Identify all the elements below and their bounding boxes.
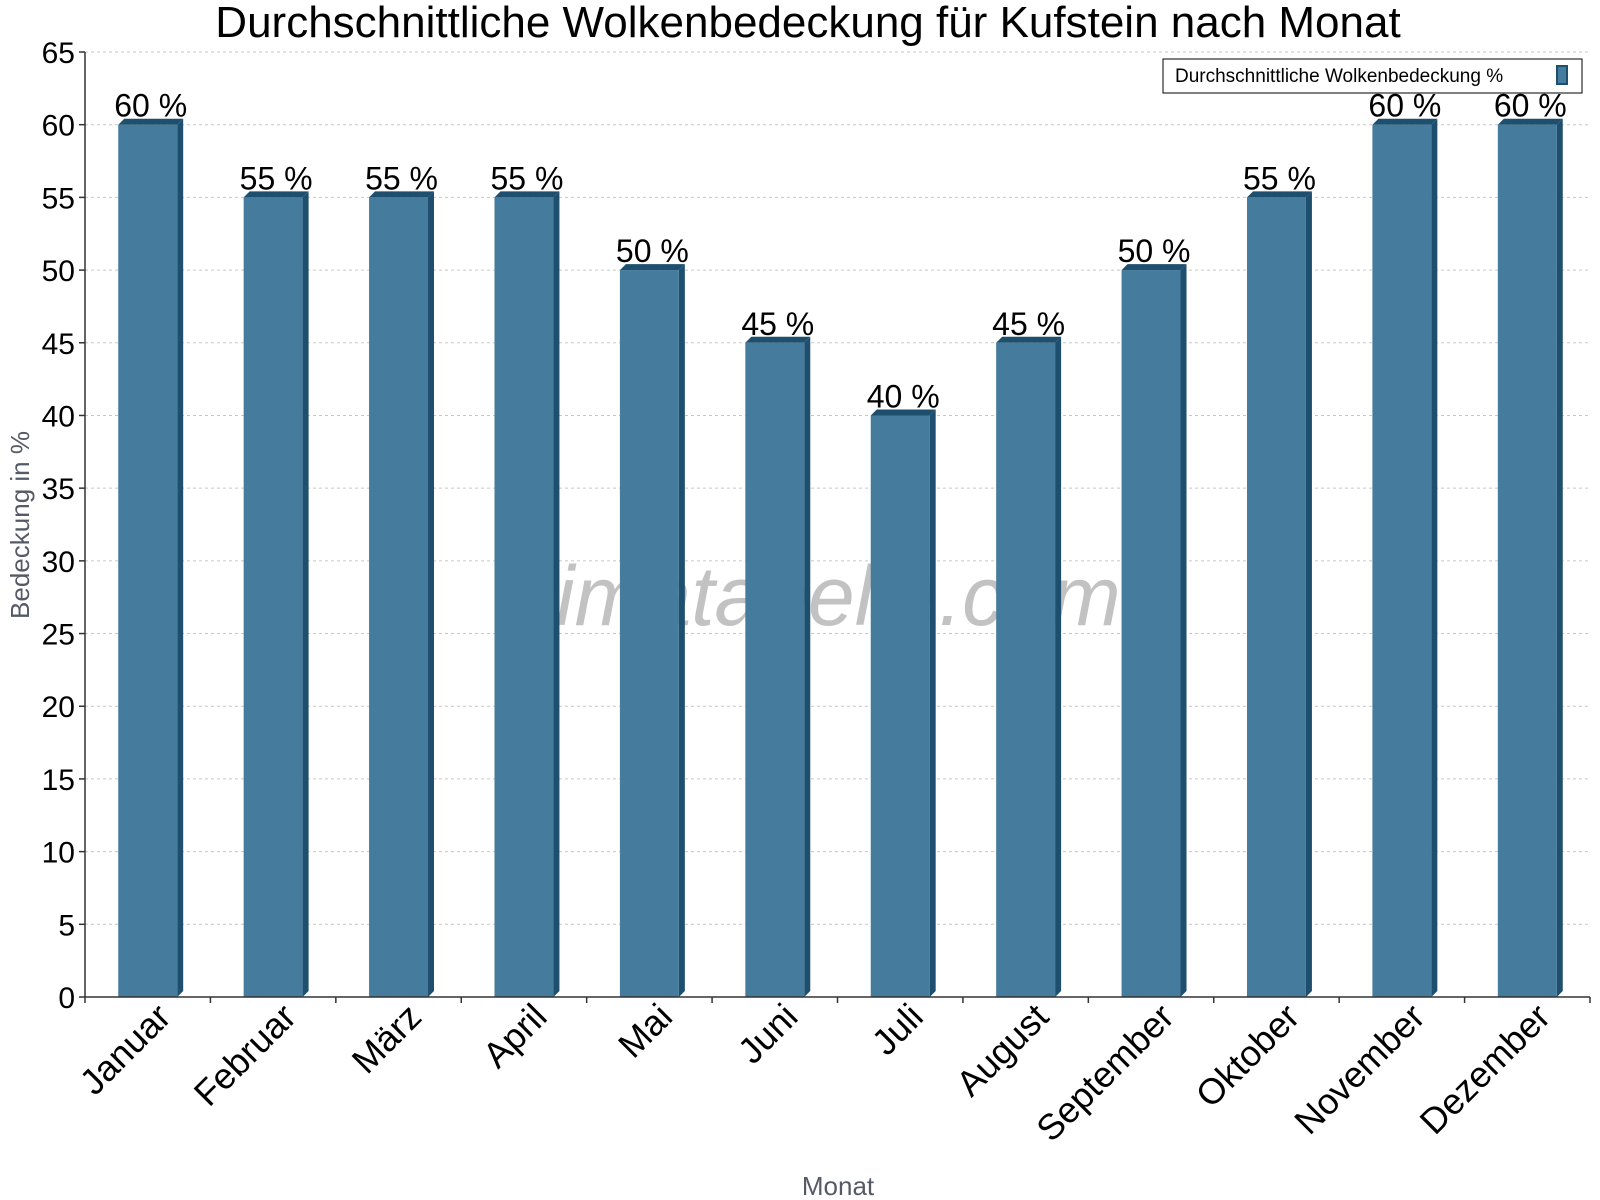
bar-face (745, 342, 805, 997)
bar-side (302, 191, 309, 997)
bar-september (1121, 264, 1187, 998)
data-label: 55 % (490, 160, 563, 196)
data-label: 55 % (240, 160, 313, 196)
bar-side (177, 118, 184, 997)
bar-juni (745, 336, 811, 997)
bar-face (1121, 270, 1181, 998)
legend-label: Durchschnittliche Wolkenbedeckung % (1175, 66, 1503, 87)
chart-title: Durchschnittliche Wolkenbedeckung für Ku… (215, 0, 1400, 47)
bar-märz (369, 191, 435, 997)
bar-juli (870, 409, 936, 997)
bar-side (678, 264, 685, 998)
data-label: 45 % (992, 306, 1065, 342)
bar-top (1246, 191, 1312, 198)
x-tick-label: November (1286, 996, 1432, 1142)
bar-face (996, 342, 1056, 997)
x-axis-label: Monat (802, 1171, 875, 1200)
bar-side (553, 191, 560, 997)
data-label: 45 % (741, 306, 814, 342)
bar-top (996, 336, 1062, 343)
bar-face (369, 197, 429, 997)
bar-face (619, 270, 679, 998)
x-tick-label: August (948, 996, 1056, 1104)
x-axis-ticks: Januar Februar März April Mai Juni Juli AugustS… (72, 996, 1591, 1150)
bar-top (870, 409, 936, 416)
bar-top (118, 118, 184, 125)
bar-april (494, 191, 560, 997)
data-label: 60 % (1494, 88, 1567, 124)
x-tick-label: März (344, 996, 430, 1082)
bar-side (1055, 336, 1062, 997)
bar-top (494, 191, 560, 198)
x-tick-label: September (1028, 996, 1182, 1150)
data-label: 40 % (867, 378, 940, 414)
bar-face (1372, 124, 1432, 997)
data-label: 60 % (1368, 88, 1441, 124)
bar-top (369, 191, 435, 198)
bar-august (996, 336, 1062, 997)
y-tick-label: 0 (58, 982, 75, 1015)
y-tick-label: 15 (42, 764, 75, 797)
x-tick-label: Februar (186, 996, 304, 1114)
bar-januar (118, 118, 184, 997)
y-tick-label: 35 (42, 473, 75, 506)
bars: 60 % 55 % 55 % 55 % 50 % 45 % 40 % 45 % 50 % 55 %… (114, 88, 1567, 998)
data-label: 55 % (1243, 160, 1316, 196)
x-tick-label: Juni (730, 996, 806, 1072)
bar-top (1121, 264, 1187, 271)
bar-side (1556, 118, 1563, 997)
y-tick-label: 50 (42, 255, 75, 288)
bar-face (1246, 197, 1306, 997)
y-tick-label: 40 (42, 400, 75, 433)
bar-november (1372, 118, 1438, 997)
bar-top (243, 191, 309, 198)
x-tick-label: April (475, 996, 555, 1076)
legend-box (1162, 58, 1583, 94)
bar-side (804, 336, 811, 997)
bar-top (745, 336, 811, 343)
y-tick-label: 45 (42, 328, 75, 361)
y-tick-label: 65 (42, 37, 75, 70)
gridlines (85, 51, 1590, 925)
x-tick-label: Oktober (1188, 996, 1308, 1116)
x-tick-label: Januar (72, 996, 179, 1103)
bar-face (243, 197, 303, 997)
x-tick-label: Dezember (1412, 996, 1558, 1142)
bar-face (494, 197, 554, 997)
bar-face (870, 415, 930, 997)
y-tick-label: 10 (42, 837, 75, 870)
data-label: 55 % (365, 160, 438, 196)
data-label: 50 % (1118, 233, 1191, 269)
y-axis-label: Bedeckung in % (5, 431, 35, 619)
bar-oktober (1246, 191, 1312, 997)
bar-top (1497, 118, 1563, 125)
y-tick-label: 20 (42, 691, 75, 724)
data-label: 60 % (114, 88, 187, 124)
bar-face (118, 124, 178, 997)
y-tick-label: 60 (42, 110, 75, 143)
bar-mai (619, 264, 685, 998)
legend-swatch (1556, 65, 1568, 85)
bar-side (929, 409, 936, 997)
data-label: 50 % (616, 233, 689, 269)
bar-top (1372, 118, 1438, 125)
y-tick-label: 55 (42, 182, 75, 215)
bar-top (619, 264, 685, 271)
y-tick-label: 5 (58, 909, 75, 942)
bar-side (428, 191, 435, 997)
bar-face (1497, 124, 1557, 997)
x-tick-label: Juli (864, 996, 931, 1063)
y-axis-ticks: 0 5 10 15 20 25 30 35 40 45 50 55 60 65 (42, 37, 85, 1015)
bar-side (1180, 264, 1187, 998)
bar-side (1431, 118, 1438, 997)
y-tick-label: 25 (42, 619, 75, 652)
bar-dezember (1497, 118, 1563, 997)
bar-februar (243, 191, 309, 997)
bar-side (1305, 191, 1312, 997)
x-tick-label: Mai (610, 996, 680, 1066)
legend: Durchschnittliche Wolkenbedeckung % (1162, 58, 1583, 94)
y-tick-label: 30 (42, 546, 75, 579)
